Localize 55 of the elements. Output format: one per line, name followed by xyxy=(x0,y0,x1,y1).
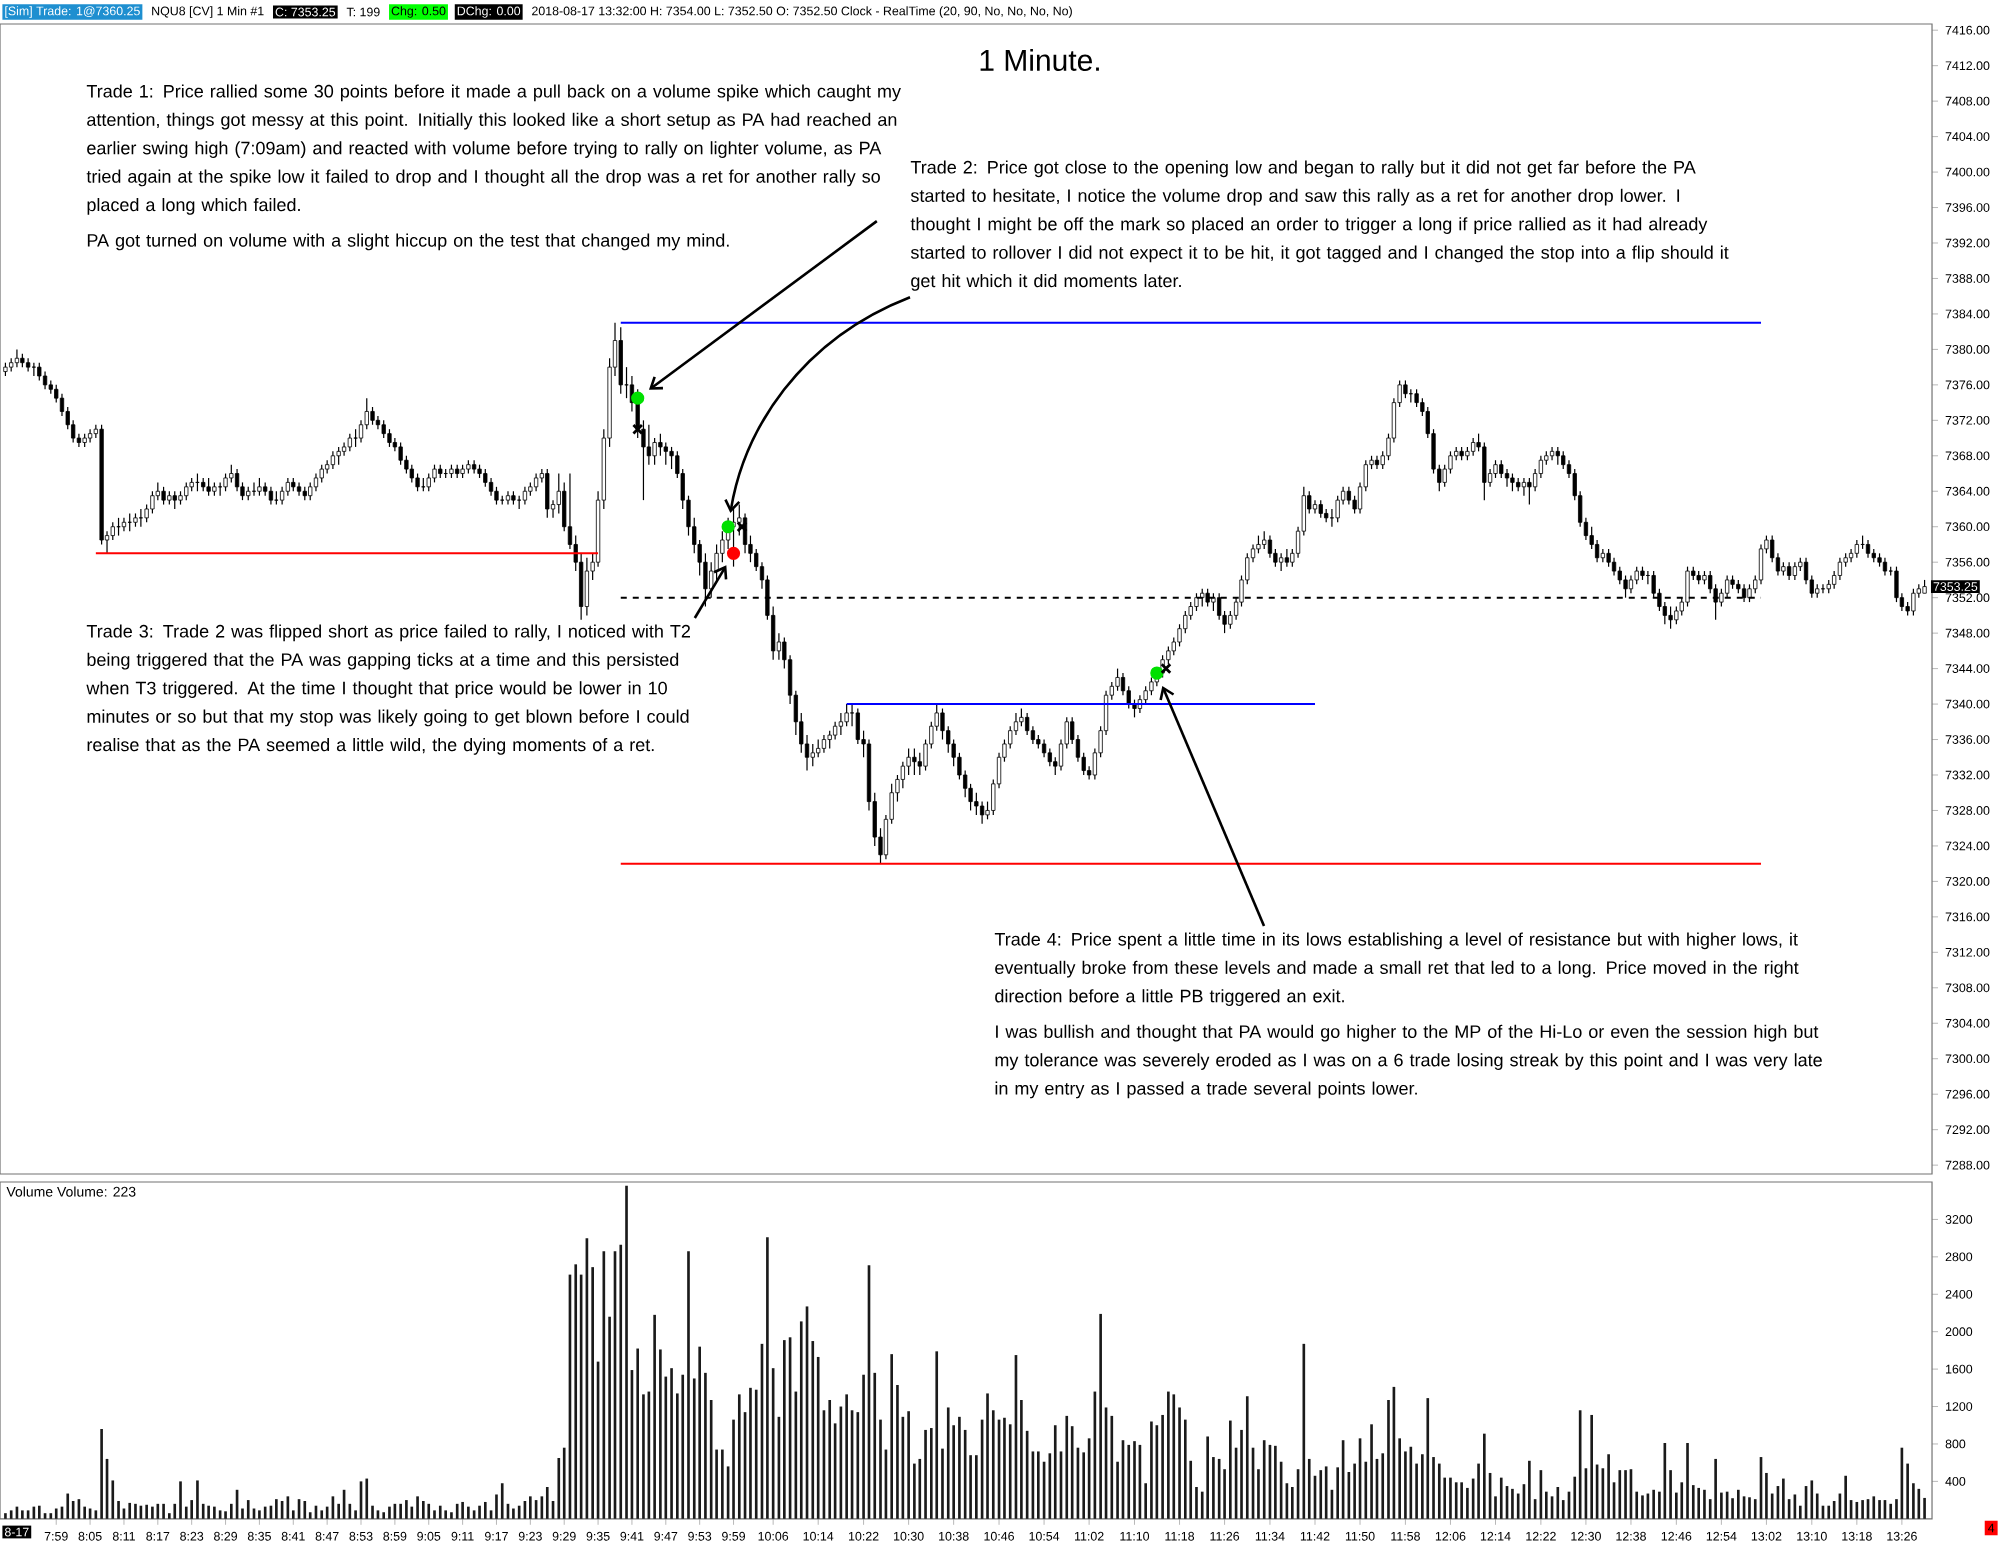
candlestick xyxy=(663,441,668,466)
candlestick xyxy=(398,441,403,466)
candlestick xyxy=(974,792,979,816)
annotation: Trade 1: Price rallied some 30 points before it made a pull back on a volume spike which caught my attention, things got messy at this point. Initially this looked like a short setup as PA had reached an earlier swing high (7:09am) and reacted with volume before trying to rally on lighter volume, as PA tried again at the spike low it failed to drop and I thought all the drop was a ret for another rally so placed a long which failed. xyxy=(86,84,901,215)
candlestick xyxy=(25,357,31,373)
candlestick xyxy=(14,348,20,368)
candlestick xyxy=(1284,548,1290,568)
candlestick xyxy=(545,468,550,519)
candlestick xyxy=(658,433,663,457)
candlestick xyxy=(1482,441,1487,501)
candlestick xyxy=(234,468,240,492)
candlestick xyxy=(1267,534,1273,559)
point xyxy=(721,520,735,534)
candlestick xyxy=(912,747,917,776)
candlestick xyxy=(1848,548,1854,563)
annotation: Trade 3: Trade 2 was flipped short as price failed to rally, I noticed with T2 being triggered that the PA was gapping ticks at a time and this persisted when T3 triggered. At the time I thought that price would be lower in 10 minutes or so but that my stop was likely going to get blown before I could realise that as the PA seemed a little wild, the dying moments of a ret. xyxy=(86,624,690,755)
point xyxy=(631,391,645,405)
candlestick xyxy=(31,362,36,377)
candlestick xyxy=(1549,446,1555,461)
candlestick xyxy=(1911,588,1916,616)
candlestick xyxy=(584,557,590,616)
point xyxy=(1150,666,1164,680)
candlestick xyxy=(810,743,815,767)
candlestick xyxy=(375,415,381,430)
candlestick xyxy=(618,326,623,395)
candlestick xyxy=(472,459,477,475)
candlestick xyxy=(1668,605,1673,630)
text: 1 Minute. xyxy=(980,48,1099,71)
annotation: Trade 4: Price spent a little time in its lows establishing a level of resistance but with higher lows, it eventually broke from these levels and made a small ret that led to a long. Price moved in the right direction before a little PB triggered an exit. xyxy=(994,932,1799,1006)
annotation: I was bullish and thought that PA would go higher to the MP of the Hi-Lo or even the session high but my tolerance was severely eroded as I was on a 6 trade losing streak by this point and I was very late in my entry as I passed a trade several points lower. xyxy=(995,1024,1822,1099)
candlestick xyxy=(1758,543,1764,585)
candlestick xyxy=(296,481,302,497)
candlestick xyxy=(1521,477,1527,497)
annotation: Trade 2: Price got close to the opening low and began to rally but it did not get far before the PA started to hesitate, I notice the volume drop and saw this rally as a ret for another drop lower. I thought I might be off the mark so placed an order to trigger a long if price rallied as it had already started to rollover I did not expect it to be hit, it got tagged and I changed the stop into a flip should it get hit which it did moments later. xyxy=(910,160,1729,291)
candlestick xyxy=(979,800,985,825)
candlestick xyxy=(838,712,844,736)
candlestick xyxy=(669,446,674,470)
candlestick xyxy=(1025,712,1030,736)
candlestick xyxy=(1279,552,1284,572)
point xyxy=(726,546,741,560)
candlestick xyxy=(150,490,155,515)
annotation: PA got turned on volume with a slight hiccup on the test that changed my mind. xyxy=(87,233,729,251)
candlestick xyxy=(1837,557,1843,581)
candlestick xyxy=(1374,455,1380,470)
candlestick xyxy=(1335,495,1340,523)
candlestick xyxy=(505,490,511,506)
candlestick xyxy=(1894,566,1899,603)
candlestick xyxy=(1504,468,1510,488)
candlestick xyxy=(138,508,144,528)
candlestick xyxy=(1600,548,1605,563)
candlestick xyxy=(121,517,127,532)
candlestick xyxy=(1115,668,1120,692)
candlestick xyxy=(844,703,849,727)
candlestick xyxy=(1527,477,1532,506)
candlestick xyxy=(341,441,347,457)
